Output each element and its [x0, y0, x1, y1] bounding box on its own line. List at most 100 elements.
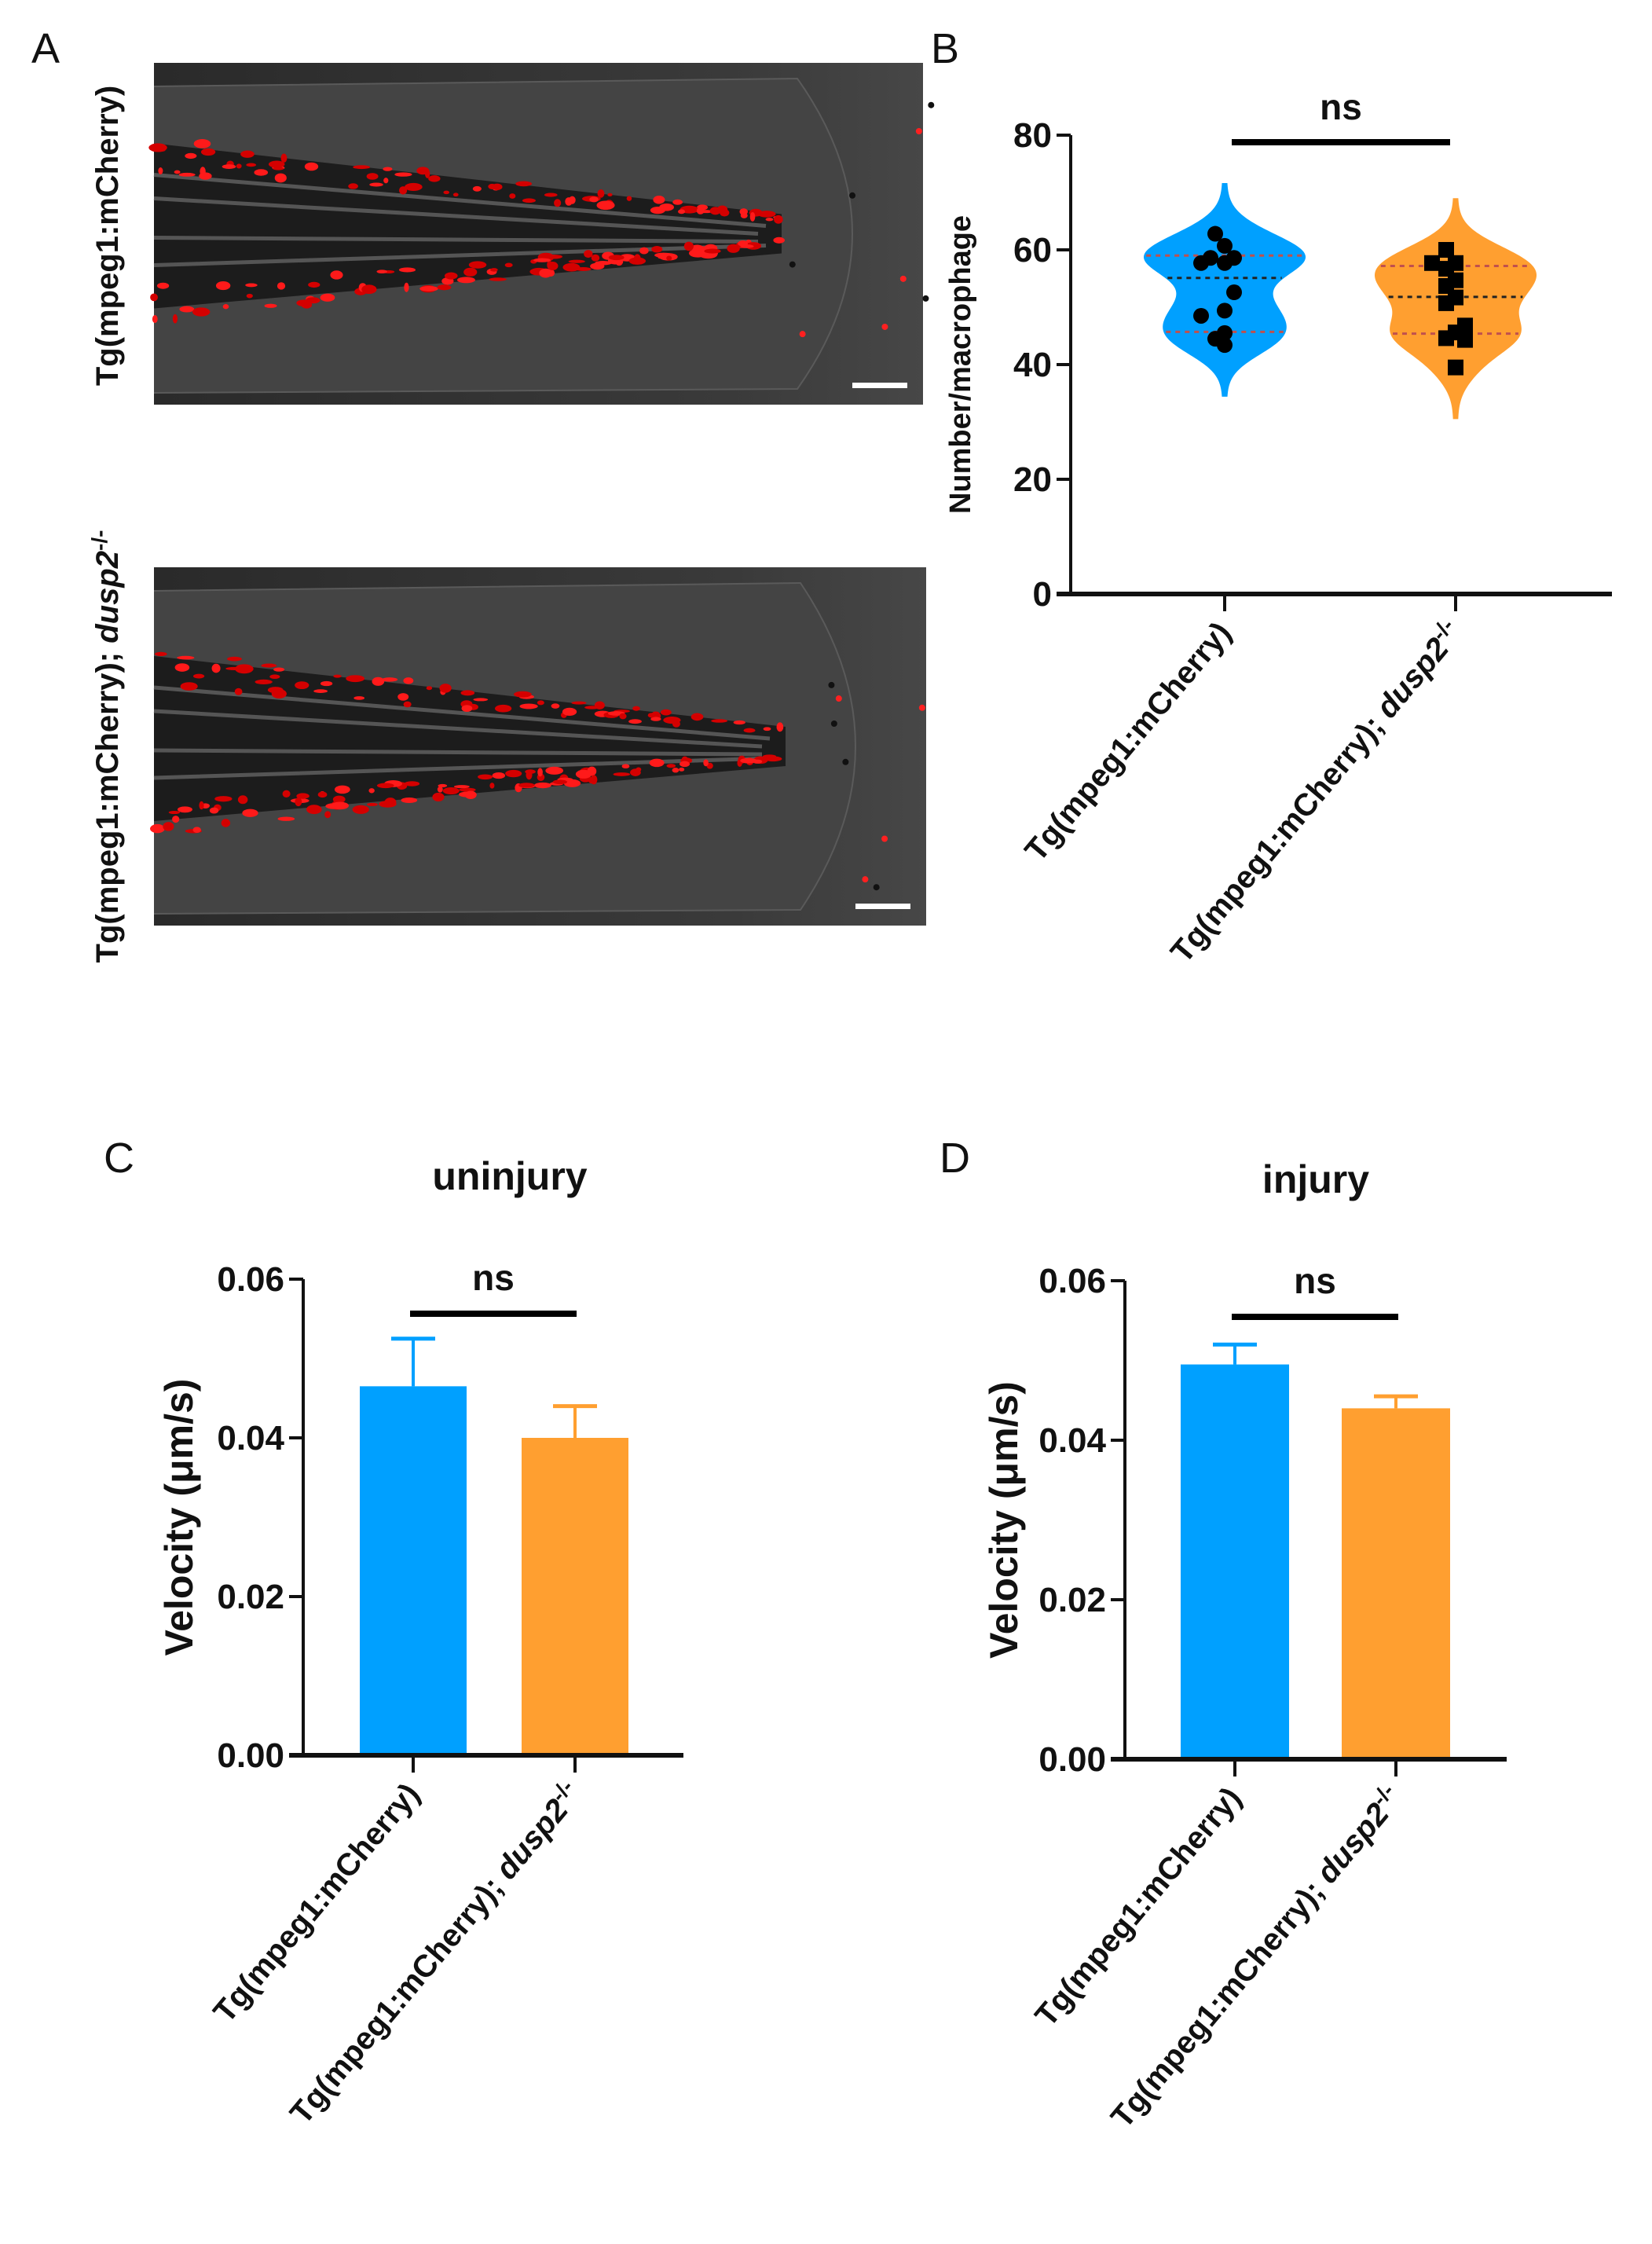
macrophage-signal	[150, 293, 158, 302]
macrophage-signal	[639, 247, 649, 255]
macrophage-signal	[177, 655, 195, 660]
macrophage-signal	[367, 802, 378, 806]
macrophage-signal	[269, 674, 280, 680]
speck	[849, 192, 856, 199]
macrophage-signal	[366, 173, 379, 180]
macrophage-signal	[773, 236, 786, 244]
macrophage-signal	[240, 150, 255, 158]
macrophage-signal	[452, 192, 459, 197]
y-tick-label: 0.04	[217, 1419, 284, 1458]
macrophage-signal	[246, 163, 257, 167]
macrophage-signal	[709, 207, 721, 215]
macrophage-signal	[353, 696, 365, 700]
macrophage-signal	[152, 315, 158, 324]
label-text: Tg(mpeg1:mCherry);	[1164, 702, 1396, 970]
macrophage-signal	[192, 827, 201, 834]
y-axis-label: Velocity (μm/s)	[157, 1379, 201, 1656]
macrophage-signal	[740, 757, 757, 764]
macrophage-signal	[526, 770, 533, 780]
data-point	[1193, 255, 1209, 271]
macrophage-signal	[180, 682, 198, 691]
macrophage-signal	[554, 199, 562, 207]
panel-label-a: A	[31, 25, 60, 72]
significance-label: ns	[472, 1257, 515, 1298]
macrophage-signal	[568, 259, 585, 263]
macrophage-signal	[320, 680, 333, 687]
macrophage-signal	[660, 709, 672, 716]
macrophage-signal	[192, 307, 211, 317]
macrophage-signal	[372, 676, 385, 686]
notochord-lines	[153, 685, 771, 780]
macrophage-signal	[155, 651, 167, 656]
y-tick-label: 0.04	[1038, 1421, 1106, 1460]
macrophage-signal	[757, 211, 776, 218]
speck	[862, 876, 869, 883]
macrophage-signal	[178, 172, 196, 177]
macrophage-signal	[273, 167, 284, 170]
macrophage-signal	[472, 185, 482, 192]
macrophage-signal	[743, 728, 756, 733]
macrophage-signal	[209, 807, 219, 814]
bar-1	[1342, 1408, 1450, 1759]
data-point	[1207, 226, 1223, 242]
macrophage-signal	[460, 690, 475, 696]
macrophage-signal	[703, 759, 709, 767]
macrophage-signal	[537, 768, 543, 777]
macrophage-signal	[361, 284, 377, 295]
macrophage-signal	[261, 663, 277, 668]
macrophage-signal	[404, 781, 420, 786]
scale-bar	[852, 383, 907, 388]
macrophage-signal	[597, 189, 605, 198]
macrophage-signal	[437, 786, 443, 793]
data-point	[1226, 284, 1242, 301]
row-label-mutant: Tg(mpeg1:mCherry); dusp2-/-	[87, 530, 125, 963]
macrophage-signal	[584, 250, 593, 258]
macrophage-signal	[628, 719, 642, 724]
notochord-lines	[153, 173, 767, 267]
micrograph-mutant	[150, 567, 926, 926]
macrophage-signal	[647, 713, 655, 718]
macrophage-signal	[268, 160, 285, 168]
y-tick-label: 80	[1013, 116, 1052, 155]
macrophage-signal	[552, 779, 567, 785]
macrophage-signal	[608, 255, 625, 261]
bar-0	[1181, 1364, 1289, 1759]
macrophage-signal	[721, 206, 727, 215]
macrophage-signal	[584, 706, 599, 710]
macrophage-signal	[505, 769, 522, 778]
macrophage-signal	[666, 255, 672, 261]
macrophage-signal	[509, 193, 516, 199]
gene-name: dusp2	[1369, 632, 1455, 725]
x-tick-label: Tg(mpeg1:mCherry); dusp2-/-	[281, 1775, 588, 2131]
macrophage-signal	[214, 796, 233, 802]
macrophage-signal	[672, 199, 683, 205]
macrophage-signal	[489, 277, 507, 281]
macrophage-signal	[330, 270, 343, 280]
macrophage-signal	[193, 139, 211, 148]
tail-body	[154, 143, 782, 309]
speck	[915, 128, 922, 135]
speck	[842, 758, 849, 765]
macrophage-signal	[562, 262, 581, 272]
violin-1	[1375, 198, 1537, 420]
significance-label: ns	[1320, 86, 1362, 127]
macrophage-signal	[551, 703, 560, 709]
speck	[922, 295, 929, 302]
macrophage-signal	[277, 282, 286, 290]
macrophage-signal	[296, 793, 310, 799]
macrophage-signal	[150, 823, 165, 834]
macrophage-signal	[237, 795, 248, 805]
macrophage-signal	[596, 200, 615, 211]
macrophage-signal	[264, 303, 277, 308]
macrophage-signal	[590, 775, 598, 785]
speck	[835, 695, 842, 702]
x-tick-label: Tg(mpeg1:mCherry)	[1018, 616, 1237, 868]
macrophage-signal	[306, 805, 322, 815]
speck	[789, 261, 796, 268]
macrophage-signal	[352, 805, 369, 814]
macrophage-signal	[533, 258, 551, 262]
macrophage-signal	[376, 270, 387, 273]
macrophage-signal	[308, 281, 321, 288]
macrophage-signal	[776, 722, 784, 732]
